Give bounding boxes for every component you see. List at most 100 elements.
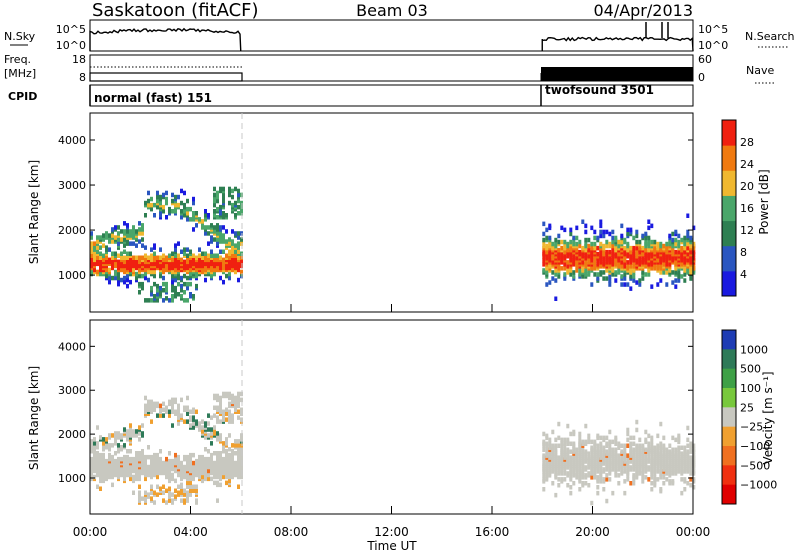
power-cell	[234, 249, 237, 254]
power-cell	[641, 233, 645, 239]
velocity-cell	[656, 443, 660, 448]
velocity-cell	[560, 471, 564, 476]
power-cell	[150, 298, 153, 303]
power-cell	[554, 241, 558, 247]
velocity-cell	[653, 475, 657, 480]
velocity-cell	[126, 429, 129, 434]
velocity-cell	[180, 482, 183, 488]
velocity-cell	[159, 456, 162, 462]
velocity-cell	[186, 405, 189, 410]
power-cell	[614, 270, 618, 275]
velocity-cell	[587, 455, 591, 460]
power-cell	[599, 270, 603, 275]
power-cell	[557, 233, 561, 239]
power-ytick-label: 1000	[58, 269, 86, 282]
velocity-cell	[171, 458, 174, 464]
velocity-cell	[192, 407, 195, 412]
power-cell	[635, 239, 639, 245]
power-cell	[632, 249, 636, 255]
velocity-cell	[545, 441, 549, 446]
power-cell	[219, 231, 222, 236]
power-cell	[90, 241, 93, 246]
velocity-cell	[599, 469, 603, 474]
power-cell	[584, 268, 588, 273]
velocity-cell	[234, 407, 237, 412]
power-cell	[608, 274, 612, 279]
power-cell	[659, 264, 663, 269]
power-cell	[165, 263, 168, 269]
power-cell	[632, 264, 636, 269]
power-cell	[117, 237, 120, 242]
power-cell	[195, 283, 198, 289]
power-cell	[605, 249, 609, 255]
velocity-cell	[222, 413, 225, 418]
velocity-cell	[674, 451, 678, 456]
velocity-cell	[192, 415, 195, 420]
power-cell	[189, 249, 192, 254]
power-cell	[150, 206, 153, 212]
power-cell	[213, 271, 216, 277]
velocity-cell	[90, 456, 93, 462]
freq-trace-early	[89, 72, 243, 82]
nsky-frame	[89, 19, 694, 52]
power-cell	[234, 213, 237, 218]
power-cell	[635, 229, 639, 235]
velocity-cell	[186, 395, 189, 401]
velocity-cell	[129, 433, 132, 438]
power-cell	[656, 245, 660, 251]
velocity-cell	[632, 453, 636, 458]
velocity-cell	[192, 472, 195, 478]
velocity-cell	[174, 397, 177, 403]
power-cell	[674, 278, 678, 283]
power-cell	[611, 239, 615, 245]
velocity-cell	[623, 479, 627, 484]
velocity-cell	[177, 460, 180, 466]
power-cell	[231, 239, 234, 244]
velocity-cell	[189, 423, 192, 428]
velocity-cell	[608, 459, 612, 464]
power-cell	[189, 292, 192, 297]
power-cell	[605, 229, 609, 235]
freq-label: Freq.	[4, 53, 31, 66]
power-cell	[644, 239, 648, 245]
power-cell	[207, 241, 210, 246]
velocity-cell	[114, 451, 117, 456]
velocity-cell	[123, 427, 126, 432]
velocity-cell	[653, 467, 657, 472]
power-cell	[192, 227, 195, 232]
velocity-cell	[216, 451, 219, 456]
power-cell	[611, 243, 615, 249]
power-cell	[105, 255, 108, 260]
freq-tick-high: 18	[72, 53, 86, 66]
velocity-cell	[228, 460, 231, 466]
velocity-colorbar-swatch	[722, 388, 736, 408]
velocity-cell	[93, 462, 96, 468]
power-colorbar-label: Power [dB]	[757, 169, 771, 234]
velocity-cell	[150, 403, 153, 409]
velocity-cell	[201, 478, 204, 484]
velocity-cell	[605, 449, 609, 454]
velocity-cell	[123, 458, 126, 464]
power-cell	[644, 231, 648, 237]
velocity-cell	[626, 453, 630, 458]
velocity-cell	[186, 454, 189, 460]
power-cell	[90, 257, 93, 263]
velocity-cell	[662, 443, 666, 448]
velocity-cell	[653, 445, 657, 450]
power-cell	[171, 298, 174, 303]
power-colorbar-swatch	[722, 170, 736, 196]
velocity-cell	[599, 447, 603, 452]
power-cell	[99, 255, 102, 260]
velocity-cell	[578, 431, 582, 437]
power-cell	[617, 239, 621, 245]
power-cell	[626, 227, 630, 233]
power-cell	[135, 275, 138, 281]
velocity-cell	[174, 409, 177, 414]
power-cell	[653, 266, 657, 271]
velocity-cell	[674, 437, 678, 443]
power-cell	[120, 229, 123, 234]
velocity-ytick-label: 3000	[58, 384, 86, 397]
power-cell	[584, 241, 588, 247]
power-cell	[656, 241, 660, 247]
power-cell	[180, 249, 183, 254]
